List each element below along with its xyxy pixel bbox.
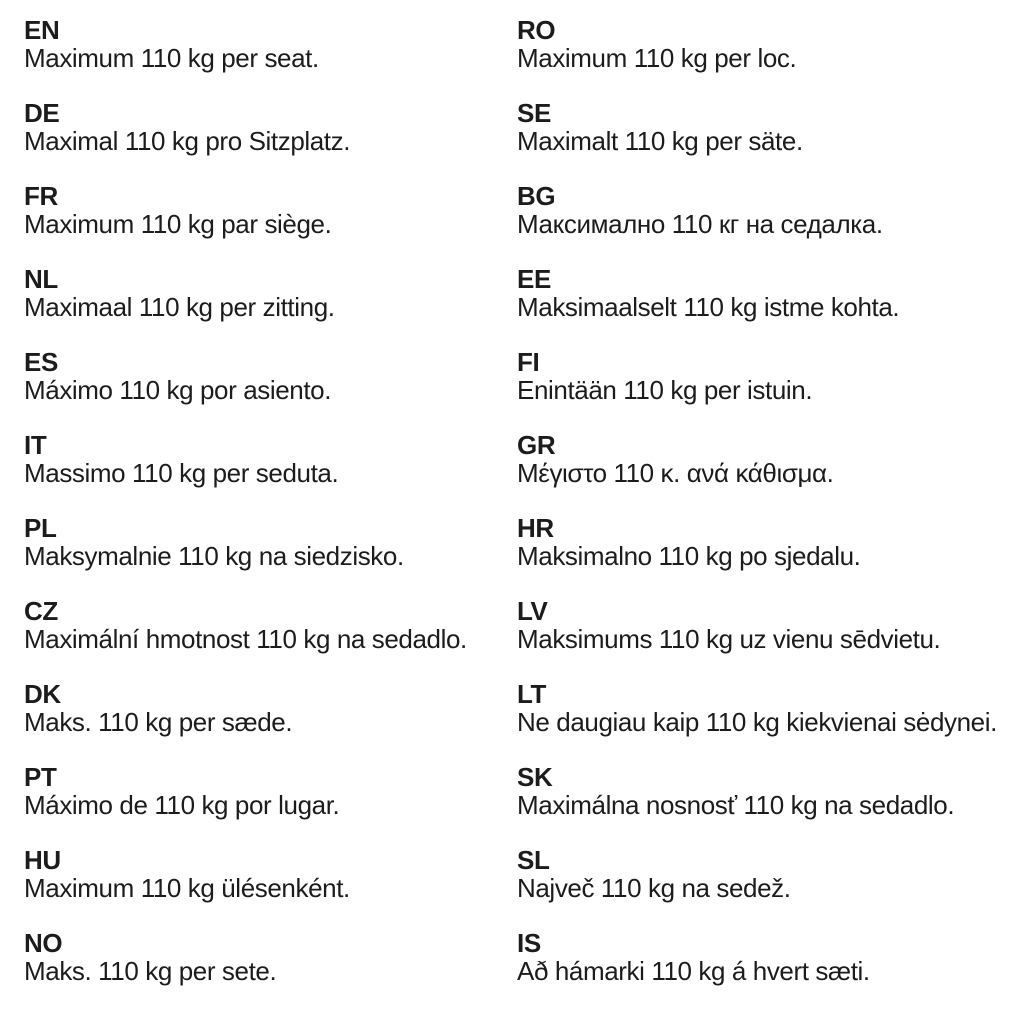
- language-entry-fr: FR Maximum 110 kg par siège.: [24, 182, 517, 238]
- translation-text: Максимално 110 кг на седалка.: [517, 209, 883, 239]
- language-entry-lt: LT Ne daugiau kaip 110 kg kiekvienai sėd…: [517, 680, 1024, 736]
- language-code: RO: [517, 15, 556, 45]
- language-code: ES: [24, 347, 58, 377]
- language-entry-hu: HU Maximum 110 kg ülésenként.: [24, 846, 517, 902]
- language-code: FR: [24, 181, 58, 211]
- translation-text: Maximálna nosnosť 110 kg na sedadlo.: [517, 790, 955, 820]
- language-code: LT: [517, 679, 547, 709]
- language-code: NO: [24, 928, 63, 958]
- language-code: CZ: [24, 596, 58, 626]
- language-entry-dk: DK Maks. 110 kg per sæde.: [24, 680, 517, 736]
- language-code: EN: [24, 15, 60, 45]
- language-entry-bg: BG Максимално 110 кг на седалка.: [517, 182, 1024, 238]
- language-code: SL: [517, 845, 550, 875]
- language-code: BG: [517, 181, 556, 211]
- language-code: EE: [517, 264, 551, 294]
- translation-text: Maks. 110 kg per sete.: [24, 956, 277, 986]
- language-entry-it: IT Massimo 110 kg per seduta.: [24, 431, 517, 487]
- translation-text: Največ 110 kg na sedež.: [517, 873, 791, 903]
- language-code: PT: [24, 762, 57, 792]
- language-column-right: RO Maximum 110 kg per loc. SE Maximalt 1…: [517, 16, 1024, 1012]
- language-code: IT: [24, 430, 47, 460]
- language-code: GR: [517, 430, 556, 460]
- language-entry-pt: PT Máximo de 110 kg por lugar.: [24, 763, 517, 819]
- translation-text: Maximum 110 kg per seat.: [24, 43, 319, 73]
- language-entry-es: ES Máximo 110 kg por asiento.: [24, 348, 517, 404]
- translation-text: Maximal 110 kg pro Sitzplatz.: [24, 126, 351, 156]
- language-code: SE: [517, 98, 551, 128]
- translation-text: Máximo de 110 kg por lugar.: [24, 790, 340, 820]
- translation-text: Maksimalno 110 kg po sjedalu.: [517, 541, 861, 571]
- language-code: NL: [24, 264, 58, 294]
- translation-text: Maksimums 110 kg uz vienu sēdvietu.: [517, 624, 941, 654]
- translation-text: Maximum 110 kg par siège.: [24, 209, 332, 239]
- language-code: PL: [24, 513, 57, 543]
- language-entry-is: IS Að hámarki 110 kg á hvert sæti.: [517, 929, 1024, 985]
- translation-text: Maks. 110 kg per sæde.: [24, 707, 293, 737]
- translation-text: Μέγιστο 110 κ. ανά κάθισμα.: [517, 458, 834, 488]
- language-entry-de: DE Maximal 110 kg pro Sitzplatz.: [24, 99, 517, 155]
- language-entry-nl: NL Maximaal 110 kg per zitting.: [24, 265, 517, 321]
- translation-text: Máximo 110 kg por asiento.: [24, 375, 332, 405]
- language-code: FI: [517, 347, 540, 377]
- language-entry-se: SE Maximalt 110 kg per säte.: [517, 99, 1024, 155]
- language-entry-ee: EE Maksimaalselt 110 kg istme kohta.: [517, 265, 1024, 321]
- language-entry-en: EN Maximum 110 kg per seat.: [24, 16, 517, 72]
- translation-text: Maximum 110 kg ülésenként.: [24, 873, 350, 903]
- language-column-left: EN Maximum 110 kg per seat. DE Maximal 1…: [24, 16, 517, 1012]
- language-entry-gr: GR Μέγιστο 110 κ. ανά κάθισμα.: [517, 431, 1024, 487]
- language-entry-sk: SK Maximálna nosnosť 110 kg na sedadlo.: [517, 763, 1024, 819]
- translation-text: Enintään 110 kg per istuin.: [517, 375, 813, 405]
- translation-text: Maximaal 110 kg per zitting.: [24, 292, 335, 322]
- translation-text: Að hámarki 110 kg á hvert sæti.: [517, 956, 870, 986]
- language-code: SK: [517, 762, 553, 792]
- language-code: HR: [517, 513, 554, 543]
- translation-text: Maksymalnie 110 kg na siedzisko.: [24, 541, 404, 571]
- translation-text: Maximum 110 kg per loc.: [517, 43, 797, 73]
- language-entry-ro: RO Maximum 110 kg per loc.: [517, 16, 1024, 72]
- translation-text: Massimo 110 kg per seduta.: [24, 458, 339, 488]
- translation-text: Maximální hmotnost 110 kg na sedadlo.: [24, 624, 467, 654]
- language-code: HU: [24, 845, 61, 875]
- language-entry-hr: HR Maksimalno 110 kg po sjedalu.: [517, 514, 1024, 570]
- language-entry-cz: CZ Maximální hmotnost 110 kg na sedadlo.: [24, 597, 517, 653]
- language-entry-no: NO Maks. 110 kg per sete.: [24, 929, 517, 985]
- language-code: IS: [517, 928, 541, 958]
- translation-text: Maksimaalselt 110 kg istme kohta.: [517, 292, 900, 322]
- language-entry-pl: PL Maksymalnie 110 kg na siedzisko.: [24, 514, 517, 570]
- language-code: DE: [24, 98, 60, 128]
- language-code: DK: [24, 679, 61, 709]
- language-entry-fi: FI Enintään 110 kg per istuin.: [517, 348, 1024, 404]
- translation-text: Maximalt 110 kg per säte.: [517, 126, 803, 156]
- language-entry-lv: LV Maksimums 110 kg uz vienu sēdvietu.: [517, 597, 1024, 653]
- language-entry-sl: SL Največ 110 kg na sedež.: [517, 846, 1024, 902]
- language-code: LV: [517, 596, 548, 626]
- translation-text: Ne daugiau kaip 110 kg kiekvienai sėdyne…: [517, 707, 997, 737]
